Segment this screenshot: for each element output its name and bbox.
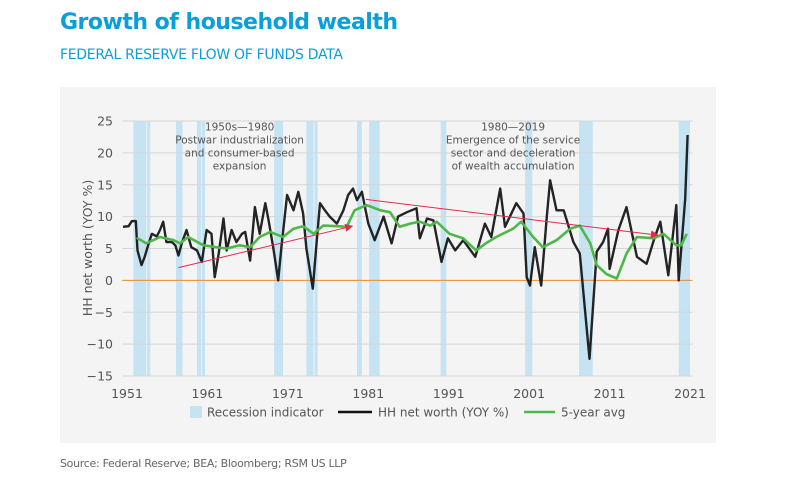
y-tick-label: −10 (87, 337, 113, 352)
series-line-5-year-avg (136, 203, 688, 280)
y-tick-label: 10 (97, 209, 113, 224)
y-tick-label: 15 (97, 177, 113, 192)
annotation-line: Emergence of the service (446, 135, 580, 147)
x-tick-label: 2001 (513, 386, 545, 401)
chart-panel (60, 87, 716, 443)
legend-label-recession: Recession indicator (207, 406, 324, 420)
source-note: Source: Federal Reserve; BEA; Bloomberg;… (60, 457, 347, 470)
chart-subtitle: FEDERAL RESERVE FLOW OF FUNDS DATA (60, 47, 343, 63)
annotation-line: Postwar industrialization (175, 135, 304, 147)
annotation-text: 1980—2019 Emergence of the service sector … (446, 122, 580, 173)
annotation-line: and consumer-based (185, 148, 295, 160)
legend-swatch-recession (190, 406, 202, 418)
y-tick-label: −15 (87, 369, 113, 384)
y-tick-label: 25 (97, 114, 113, 129)
x-tick-label: 1991 (433, 386, 465, 401)
annotation-line: 1980—2019 (481, 122, 545, 134)
y-tick-label: −5 (95, 305, 113, 320)
annotation-line: sector and deceleration (451, 148, 576, 160)
y-axis-label: HH net worth (YOY %) (80, 180, 95, 316)
legend-label-5-year-avg: 5-year avg (561, 406, 625, 420)
x-tick-label: 2021 (674, 386, 706, 401)
trend-arrow (178, 223, 354, 269)
annotation-line: expansion (213, 161, 267, 173)
y-tick-label: 5 (105, 241, 113, 256)
annotation-line: of wealth accumulation (452, 161, 575, 173)
x-tick-label: 1951 (111, 386, 143, 401)
chart-title: Growth of household wealth (60, 10, 398, 35)
y-tick-label: 20 (97, 145, 113, 160)
x-tick-label: 1981 (352, 386, 384, 401)
x-tick-label: 2011 (594, 386, 626, 401)
annotation-line: 1950s—1980 (205, 122, 274, 134)
x-tick-label: 1961 (192, 386, 224, 401)
trend-arrow (365, 198, 659, 239)
series-line-hh-net-worth (122, 134, 689, 360)
legend-label-hh-net-worth: HH net worth (YOY %) (378, 406, 509, 420)
x-tick-label: 1971 (272, 386, 304, 401)
y-tick-label: 0 (105, 273, 113, 288)
annotation-text: 1950s—1980 Postwar industrialization and c… (175, 122, 304, 173)
